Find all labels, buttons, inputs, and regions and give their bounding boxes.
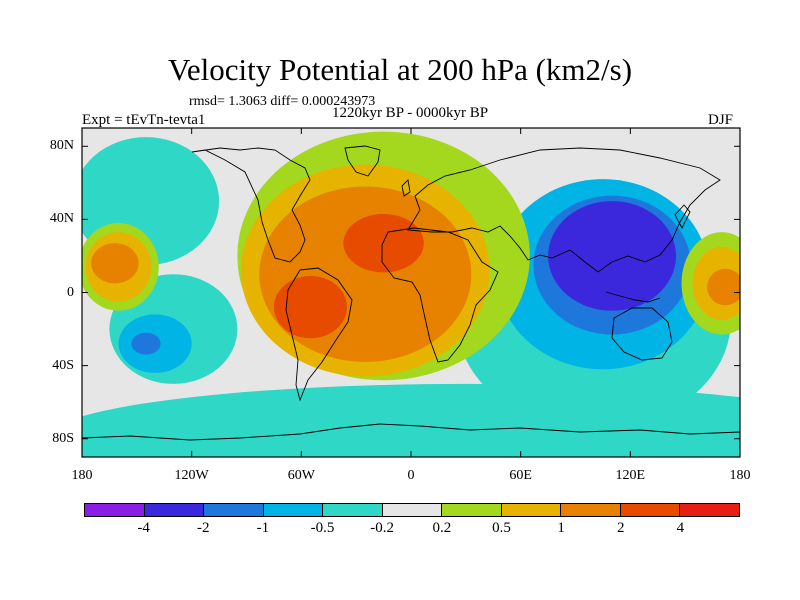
colorbar-label: -1 [256, 520, 270, 536]
colorbar-swatch [322, 503, 383, 517]
contour-atlantic-body [259, 186, 472, 362]
colorbar-swatch [500, 503, 562, 517]
contour-eastpac-core [91, 243, 139, 284]
axis-ticks [81, 128, 741, 457]
contour-pacific-core-neg [131, 332, 161, 355]
indonesia-coast [605, 291, 661, 303]
contour-fill-layer [82, 128, 740, 457]
lon-tick-label: 180 [71, 468, 93, 483]
antarctica-coast [82, 423, 740, 441]
colorbar-label: 1 [557, 520, 565, 536]
colorbar-label: 2 [616, 520, 625, 536]
lon-tick-label: 60E [509, 468, 532, 483]
velocity-potential-field [82, 128, 740, 457]
colorbar-swatch [143, 503, 205, 517]
europe-asia-coast [407, 147, 721, 273]
lat-tick-label: 80S [52, 430, 74, 446]
uk-coast [401, 179, 411, 197]
lon-tick-label: 180 [729, 468, 751, 483]
africa-coast [381, 227, 499, 363]
colorbar-swatch [84, 503, 145, 517]
south-america-coast [285, 267, 353, 402]
colorbar-label: 4 [676, 520, 685, 536]
period-label: 1220kyr BP - 0000kyr BP [331, 105, 489, 121]
greenland-coast [344, 145, 381, 177]
colorbar [84, 503, 741, 517]
colorbar-label: -0.2 [370, 520, 395, 536]
season-label: DJF [708, 112, 734, 128]
lon-tick-label: 60W [287, 468, 315, 483]
colorbar-swatch [560, 503, 621, 517]
lat-tick-label: 40S [52, 357, 74, 373]
lat-tick-label: 80N [49, 138, 74, 154]
colorbar-swatch [262, 503, 324, 517]
japan-coast [674, 204, 691, 229]
colorbar-label: -4 [137, 520, 150, 536]
colorbar-label: -0.5 [310, 520, 335, 536]
colorbar-swatch [381, 503, 443, 517]
map-title: Velocity Potential at 200 hPa (km2/s) [167, 52, 633, 87]
experiment-label: Expt = tEvTn-tevta1 [82, 112, 206, 128]
rmsd-diff-line: rmsd= 1.3063 diff= 0.000243973 [189, 94, 376, 109]
lat-tick-label: 0 [67, 284, 74, 300]
lon-tick-label: 120E [615, 468, 646, 483]
colorbar-label: -2 [197, 520, 210, 536]
lon-tick-label: 0 [407, 468, 415, 483]
contour-brazil-core [273, 276, 348, 339]
australia-coast [611, 307, 673, 361]
north-america-coast [191, 147, 311, 263]
colorbar-swatch [619, 503, 681, 517]
lat-tick-label: 40N [49, 211, 74, 227]
contour-asia-core [548, 201, 677, 311]
colorbar-label: 0.5 [492, 520, 511, 536]
colorbar-swatch [203, 503, 264, 517]
colorbar-swatch [679, 503, 741, 517]
colorbar-label: 0.2 [432, 520, 452, 536]
colorbar-swatch [441, 503, 502, 517]
contour-africa-core [343, 213, 424, 273]
contour-westpac-core [707, 268, 740, 306]
coastlines [82, 145, 740, 441]
lon-tick-label: 120W [174, 468, 209, 483]
